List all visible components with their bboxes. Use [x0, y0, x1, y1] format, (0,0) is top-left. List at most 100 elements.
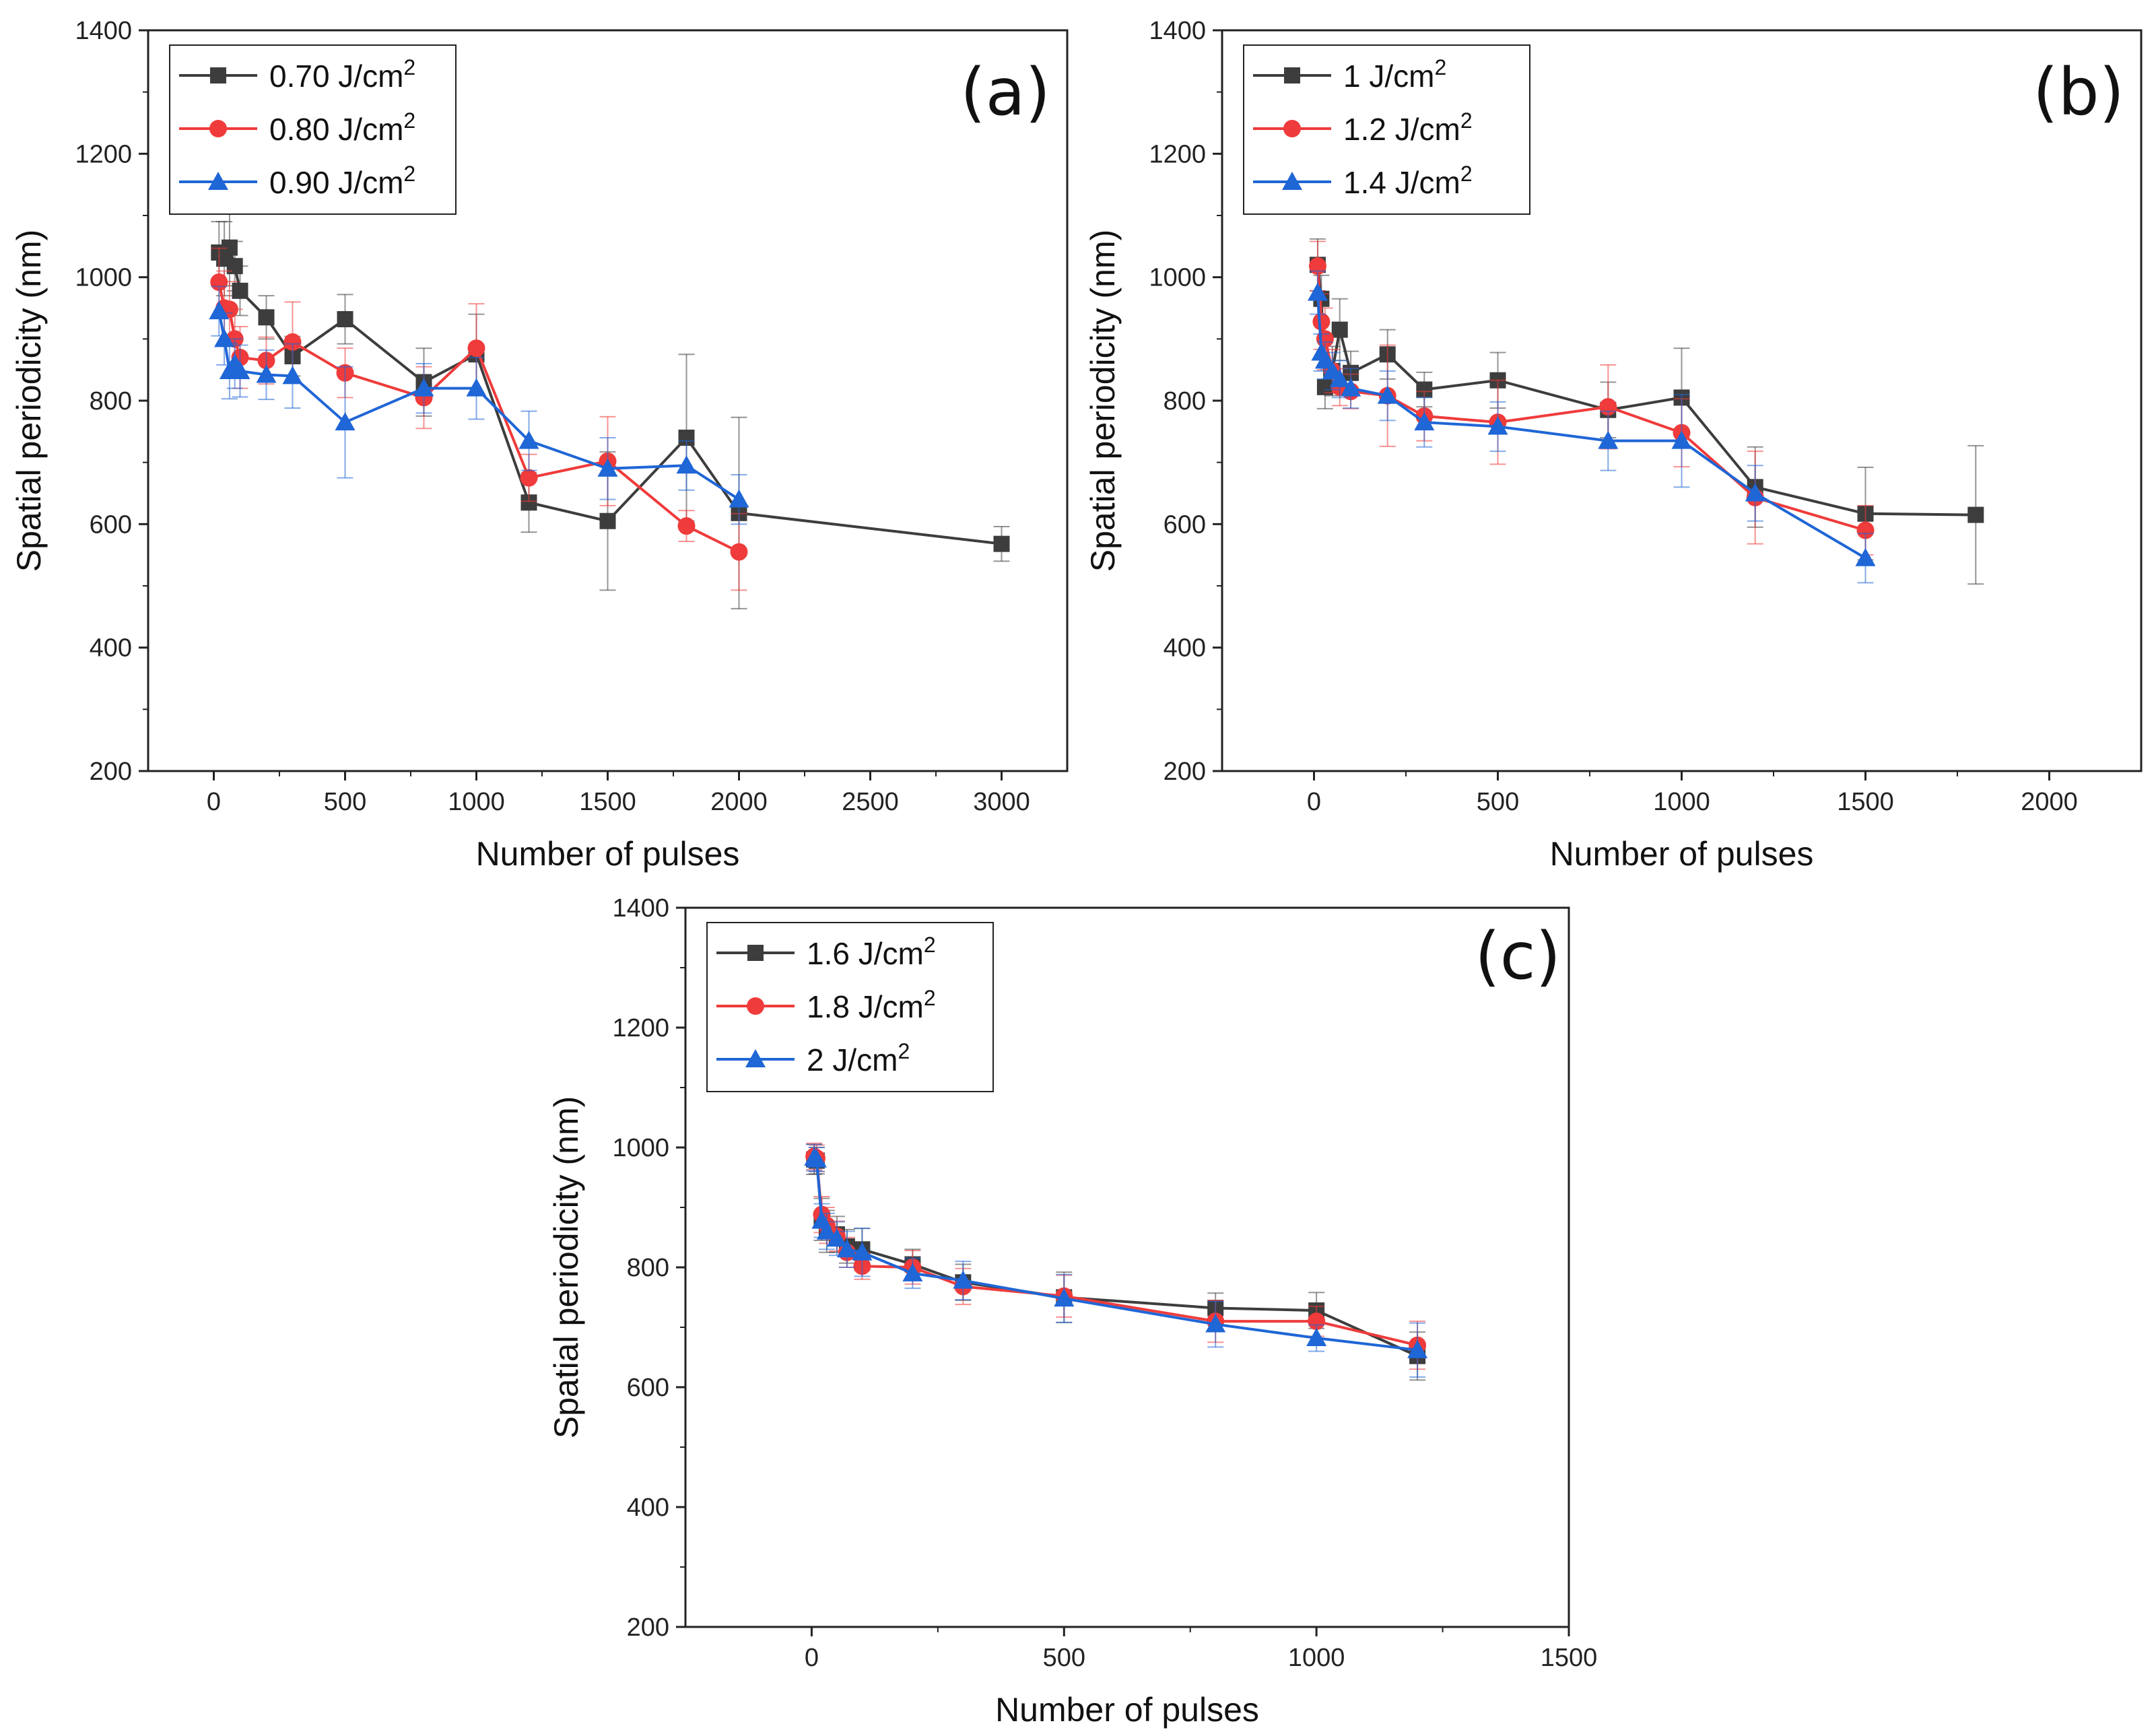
legend-label: 2 J/cm2 — [807, 1039, 910, 1077]
x-tick-label: 1000 — [448, 788, 505, 816]
data-point — [816, 1221, 837, 1240]
data-point — [1205, 1314, 1226, 1333]
data-point — [1314, 350, 1335, 369]
data-point — [1341, 378, 1361, 397]
data-point — [283, 333, 302, 351]
data-point — [1598, 430, 1619, 449]
data-point — [467, 339, 485, 358]
data-point — [852, 1242, 873, 1261]
legend-label: 1.2 J/cm2 — [1343, 108, 1473, 147]
data-point — [1307, 282, 1328, 301]
data-point — [1331, 321, 1348, 338]
data-point — [729, 489, 749, 508]
data-point — [826, 1228, 847, 1247]
data-point — [836, 1239, 857, 1258]
x-tick-label: 2000 — [2021, 788, 2078, 816]
x-axis-title: Number of pulses — [995, 1691, 1259, 1729]
x-tick-label: 3000 — [973, 788, 1030, 816]
data-point — [337, 311, 353, 327]
x-tick-label: 2500 — [842, 788, 899, 816]
data-point — [1745, 483, 1765, 502]
series-triangle — [804, 1143, 1428, 1378]
y-tick-label: 800 — [90, 387, 132, 415]
panel-label: (c) — [1475, 919, 1561, 994]
x-tick-label: 500 — [1043, 1644, 1085, 1672]
data-point — [953, 1270, 974, 1289]
data-point — [1306, 1328, 1327, 1347]
x-axis-title: Number of pulses — [476, 835, 740, 873]
data-point — [520, 469, 538, 487]
series-line — [1316, 266, 1866, 532]
data-point — [256, 364, 277, 383]
y-tick-label: 1400 — [612, 894, 669, 923]
data-point — [258, 309, 275, 326]
legend-label: 0.90 J/cm2 — [269, 162, 415, 200]
y-tick-label: 200 — [627, 1613, 669, 1642]
x-tick-label: 1500 — [579, 788, 636, 816]
data-point — [1312, 312, 1330, 331]
legend-marker — [747, 945, 764, 961]
legend-label: 1 J/cm2 — [1343, 55, 1446, 94]
data-point — [282, 366, 303, 385]
data-point — [1377, 385, 1398, 404]
y-tick-label: 200 — [1164, 758, 1206, 786]
y-tick-label: 1200 — [1149, 140, 1206, 168]
data-point — [232, 282, 248, 299]
data-point — [1329, 368, 1350, 387]
y-tick-label: 600 — [1164, 510, 1206, 539]
series-circle — [805, 1142, 1427, 1370]
x-tick-label: 1500 — [1541, 1644, 1598, 1672]
y-tick-label: 200 — [90, 758, 132, 786]
data-point — [413, 378, 434, 397]
data-point — [1671, 430, 1692, 449]
x-tick-label: 0 — [1307, 788, 1321, 816]
x-tick-label: 0 — [207, 788, 221, 816]
data-point — [518, 430, 539, 449]
legend-marker — [208, 172, 228, 190]
legend-marker — [209, 120, 227, 137]
legend-marker — [745, 1049, 766, 1067]
y-axis-title: Spatial periodicity (nm) — [1084, 230, 1122, 572]
series-line — [1316, 292, 1866, 560]
data-point — [230, 361, 250, 379]
legend: 1 J/cm2 1.2 J/cm2 1.4 J/cm2 — [1243, 44, 1530, 215]
data-point — [902, 1263, 923, 1281]
data-point — [1856, 521, 1875, 539]
data-point — [993, 535, 1010, 552]
data-point — [1414, 412, 1435, 431]
data-point — [806, 1149, 827, 1168]
x-tick-label: 1000 — [1288, 1644, 1345, 1672]
legend-marker — [210, 67, 226, 84]
legend-marker — [747, 997, 764, 1015]
legend-label: 1.8 J/cm2 — [807, 986, 936, 1024]
y-tick-label: 1000 — [1149, 264, 1206, 292]
x-tick-label: 0 — [805, 1644, 819, 1672]
data-point — [1308, 1312, 1326, 1331]
y-tick-label: 400 — [627, 1494, 669, 1522]
data-point — [1054, 1288, 1075, 1307]
legend: 1.6 J/cm2 1.8 J/cm2 2 J/cm2 — [706, 922, 994, 1092]
data-point — [730, 543, 748, 561]
series-line — [217, 281, 740, 554]
x-tick-label: 500 — [1477, 788, 1519, 816]
panel-c: 0 500 1000 1500 200 400 600 800 1000 1200 1400 Numb… — [547, 894, 1597, 1729]
x-tick-label: 1000 — [1653, 788, 1710, 816]
y-tick-label: 1400 — [75, 17, 132, 45]
y-axis-title: Spatial periodicity (nm) — [10, 230, 48, 572]
legend-marker — [1283, 120, 1301, 137]
x-axis-title: Number of pulses — [1550, 835, 1814, 873]
data-point — [466, 378, 487, 397]
data-point — [1407, 1339, 1428, 1358]
panel-b: 0 500 1000 1500 2000 200 400 600 800 1000 1200 1400… — [1084, 17, 2143, 873]
panel-label: (b) — [2033, 55, 2124, 130]
data-point — [1487, 416, 1508, 435]
x-tick-label: 1500 — [1837, 788, 1894, 816]
y-tick-label: 800 — [1164, 387, 1206, 415]
data-point — [1855, 547, 1876, 566]
y-tick-label: 1000 — [75, 264, 132, 292]
legend-label: 0.80 J/cm2 — [269, 108, 415, 147]
y-tick-label: 400 — [1164, 634, 1206, 663]
series-line — [813, 1156, 1418, 1352]
legend-label: 1.6 J/cm2 — [807, 933, 936, 971]
